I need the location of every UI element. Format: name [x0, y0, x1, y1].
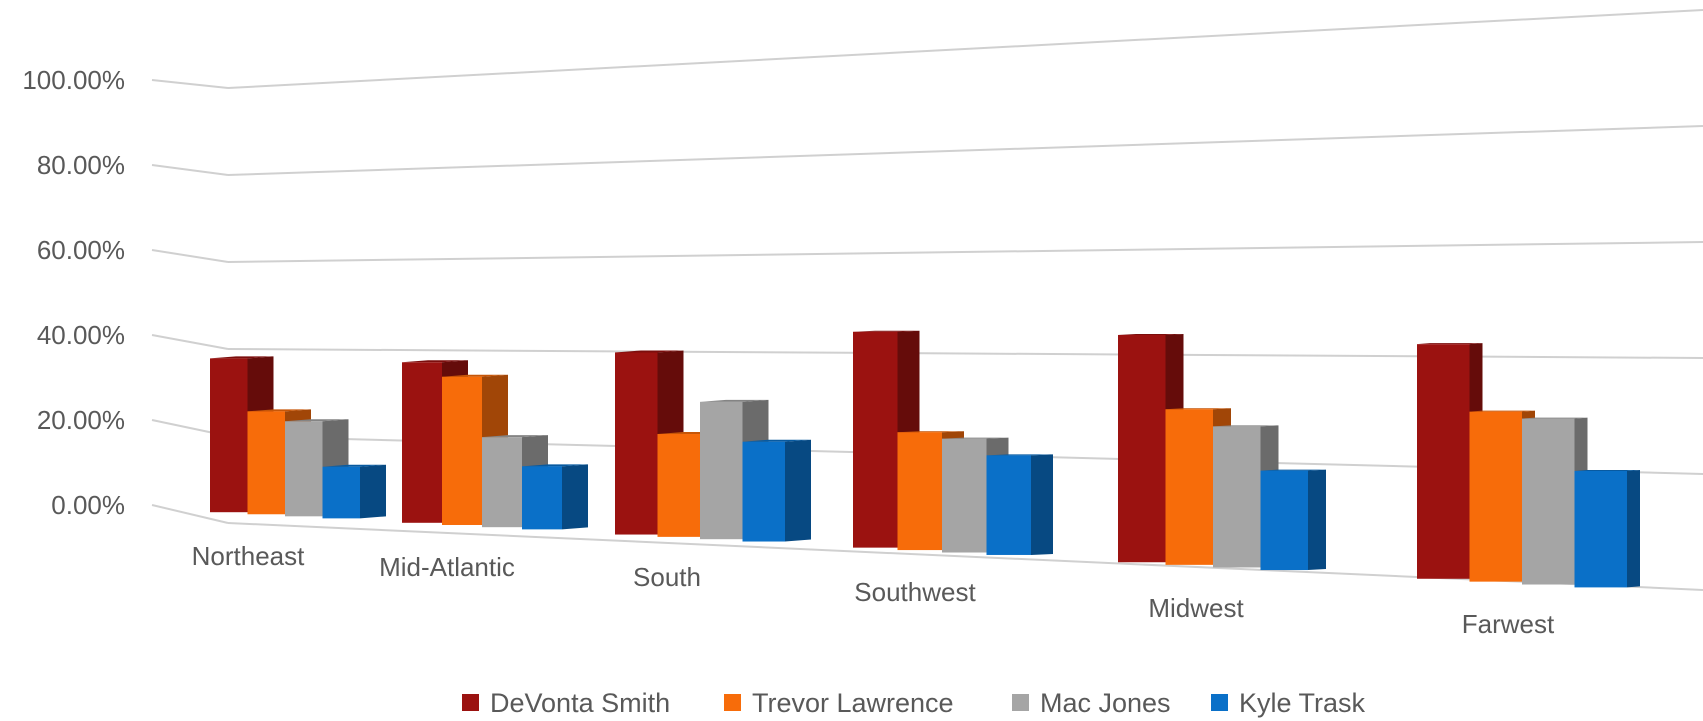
legend-label: DeVonta Smith — [490, 688, 670, 718]
gridline-3 — [227, 241, 1703, 263]
gridline-left-4 — [151, 164, 229, 176]
gridline-left-0 — [151, 504, 229, 524]
bar-midwest-3 — [1260, 469, 1326, 571]
legend-label: Mac Jones — [1040, 688, 1171, 718]
legend-swatch — [1012, 694, 1029, 711]
y-tick-label: 40.00% — [37, 320, 125, 350]
gridline-left-2 — [151, 334, 229, 350]
gridline-0 — [227, 522, 1703, 591]
legend-item: Kyle Trask — [1211, 688, 1366, 718]
legend-item: Mac Jones — [1012, 688, 1171, 718]
bar-southwest-3 — [986, 454, 1053, 555]
legend: DeVonta Smith Trevor Lawrence Mac Jones Kyl… — [462, 688, 1366, 718]
y-tick-label: 60.00% — [37, 235, 125, 265]
legend-item: Trevor Lawrence — [724, 688, 954, 718]
legend-swatch — [1211, 694, 1228, 711]
y-tick-label: 100.00% — [22, 65, 125, 95]
legend-label: Kyle Trask — [1239, 688, 1366, 718]
bar-mid-atlantic-3 — [522, 464, 588, 530]
x-axis-categories: Northeast Mid-Atlantic South Southwest Midwe… — [192, 541, 1555, 639]
gridline-4 — [227, 125, 1703, 176]
bars — [210, 330, 1640, 588]
legend-label: Trevor Lawrence — [752, 688, 954, 718]
y-tick-label: 80.00% — [37, 150, 125, 180]
bar-northeast-3 — [322, 464, 386, 519]
y-axis-ticks: 0.00% 20.00% 40.00% 60.00% 80.00% 100.00% — [22, 65, 125, 520]
bar-farwest-3 — [1574, 469, 1640, 588]
gridline-5 — [227, 9, 1703, 89]
category-label: Farwest — [1462, 609, 1555, 639]
legend-swatch — [462, 694, 479, 711]
legend-item: DeVonta Smith — [462, 688, 670, 718]
category-label: Mid-Atlantic — [379, 552, 515, 582]
y-tick-label: 20.00% — [37, 405, 125, 435]
category-label: Midwest — [1148, 593, 1244, 623]
legend-swatch — [724, 694, 741, 711]
bar-south-3 — [742, 439, 811, 542]
y-tick-label: 0.00% — [51, 490, 125, 520]
category-label: South — [633, 562, 701, 592]
category-label: Southwest — [854, 577, 976, 607]
gridline-left-5 — [151, 79, 229, 89]
gridline-left-3 — [151, 249, 229, 263]
category-label: Northeast — [192, 541, 305, 571]
